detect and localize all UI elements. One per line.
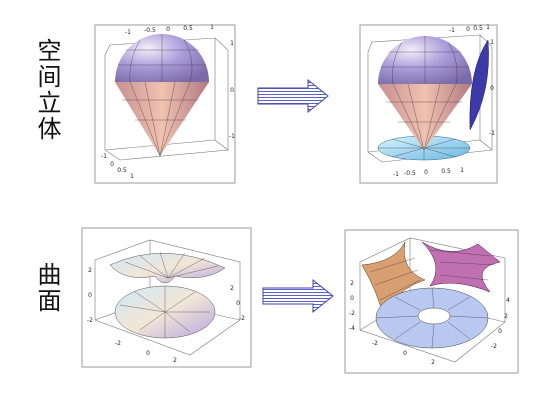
- tick-label: 2: [173, 357, 177, 364]
- tick-label: 1: [486, 24, 490, 31]
- ring-hole: [417, 307, 451, 325]
- saddle-right: [421, 241, 501, 293]
- mesh: [375, 287, 489, 349]
- tick-label: -4: [349, 325, 355, 332]
- tick-label: -0.5: [144, 27, 156, 34]
- projection: [469, 39, 489, 131]
- mesh: [118, 34, 206, 157]
- tick-label: 2: [230, 285, 234, 292]
- tick-label: -2: [87, 317, 93, 324]
- tick-label: 2: [350, 280, 354, 287]
- tick-label: 0: [498, 328, 502, 335]
- mesh: [119, 251, 219, 338]
- cone: [115, 82, 209, 156]
- tick-label: -2: [491, 343, 497, 350]
- tick-label: 0: [466, 26, 470, 33]
- tick-label: 0: [110, 161, 114, 168]
- cone: [378, 84, 472, 150]
- tick-label: 4: [506, 297, 510, 304]
- mesh: [381, 36, 469, 151]
- tick-label: 1: [210, 24, 214, 31]
- tick-label: 0.5: [117, 167, 127, 174]
- tick-label: 1: [230, 40, 234, 47]
- tick-label: 0: [146, 350, 150, 357]
- tick-label: 1: [130, 173, 134, 180]
- bounding-box: [104, 37, 229, 161]
- upper-sheet: [109, 253, 226, 284]
- tick-label: 2: [88, 267, 92, 274]
- arrow: [257, 78, 329, 114]
- tick-label: 2: [431, 359, 435, 366]
- tick-label: 1: [460, 167, 464, 174]
- tick-label: -2: [239, 315, 245, 322]
- tick-label: 0.5: [441, 168, 451, 175]
- tick-label: -2: [372, 340, 378, 347]
- tick-label: -1: [101, 153, 107, 160]
- tick-label: -1: [393, 171, 399, 178]
- solid-label: 空间立体: [33, 38, 61, 142]
- tick-label: 0: [88, 292, 92, 299]
- tick-label: 0: [236, 300, 240, 307]
- tick-label: 0: [230, 87, 234, 94]
- mesh: [369, 249, 496, 301]
- surface-label: 曲面: [33, 262, 61, 314]
- tick-label: 0: [424, 169, 428, 176]
- tick-label: 0.5: [473, 25, 483, 32]
- tick-label: 1: [490, 39, 494, 46]
- tick-label: -2: [349, 310, 355, 317]
- tick-label: -1: [489, 130, 495, 137]
- tick-label: 0: [403, 350, 407, 357]
- tick-label: 0: [490, 85, 494, 92]
- tick-label: -1: [449, 27, 455, 34]
- tick-label: 0: [350, 295, 354, 302]
- tick-label: -1: [229, 133, 235, 140]
- tick-label: 2: [504, 313, 508, 320]
- tick-label: 0: [166, 26, 170, 33]
- arrow: [262, 278, 334, 314]
- tick-label: -0.5: [404, 170, 416, 177]
- tick-label: 0.5: [183, 25, 193, 32]
- tick-label: -2: [115, 340, 121, 347]
- tick-label: -1: [125, 29, 131, 36]
